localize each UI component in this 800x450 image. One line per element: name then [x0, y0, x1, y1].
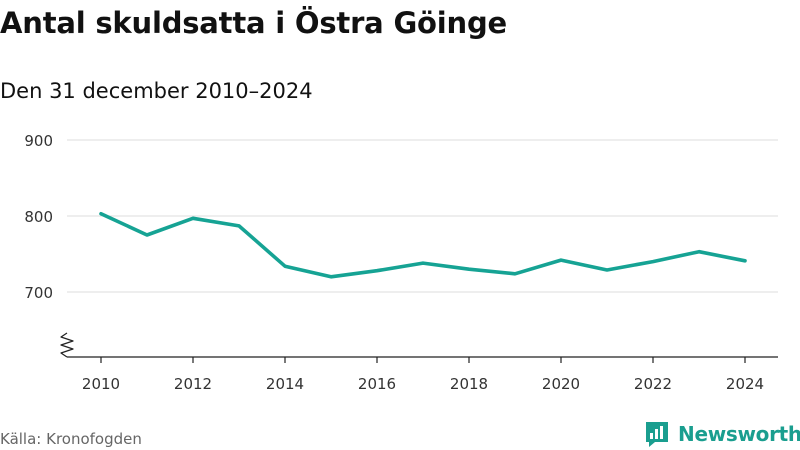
brand-logo[interactable]: Newsworthy [644, 420, 800, 448]
y-axis-tick-labels: 700 800 900 [24, 132, 53, 302]
x-tick-label-2024: 2024 [726, 375, 764, 393]
x-tick-label-2018: 2018 [450, 375, 488, 393]
y-tick-label-800: 800 [24, 208, 53, 226]
chart-subtitle: Den 31 december 2010–2024 [0, 79, 313, 103]
y-tick-label-700: 700 [24, 284, 53, 302]
x-tick-label-2010: 2010 [82, 375, 120, 393]
x-axis [60, 332, 778, 363]
y-tick-label-900: 900 [24, 132, 53, 150]
axis-break-icon [60, 332, 74, 358]
series-line-0 [99, 211, 747, 279]
series-layer [99, 211, 747, 279]
source-note: Källa: Kronofogden [0, 430, 142, 448]
brand-name: Newsworthy [678, 422, 800, 446]
chart-title: Antal skuldsatta i Östra Göinge [0, 6, 507, 40]
x-tick-label-2020: 2020 [542, 375, 580, 393]
x-tick-label-2014: 2014 [266, 375, 304, 393]
x-axis-tick-labels: 2010 2012 2014 2016 2018 2020 2022 2024 [82, 375, 764, 393]
x-tick-label-2012: 2012 [174, 375, 212, 393]
x-tick-label-2022: 2022 [634, 375, 672, 393]
bar-chart-logo-icon [646, 422, 668, 447]
x-tick-label-2016: 2016 [358, 375, 396, 393]
gridlines [67, 139, 778, 293]
